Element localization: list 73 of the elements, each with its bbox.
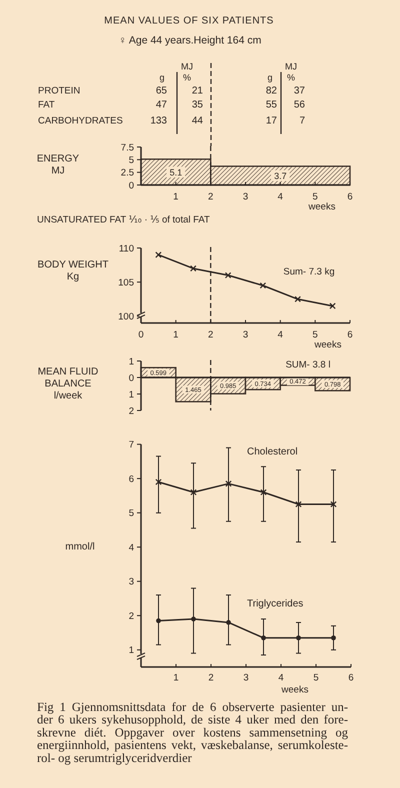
data-label: 35 bbox=[192, 99, 204, 110]
data-label: 5.1 bbox=[170, 167, 182, 178]
data-label: 56 bbox=[294, 99, 306, 110]
y-tick-label: 1 bbox=[128, 645, 134, 656]
series-label: Triglycerides bbox=[247, 598, 304, 610]
category-label: FAT bbox=[38, 99, 55, 110]
data-label: 47 bbox=[156, 99, 168, 110]
y-tick-label: 5 bbox=[128, 154, 134, 166]
y-tick-label: 2 bbox=[128, 610, 134, 622]
x-axis-title: weeks bbox=[314, 339, 342, 350]
text: MJ % bbox=[285, 62, 297, 83]
x-tick-label: 2 bbox=[208, 329, 214, 340]
y-tick-label: 110 bbox=[118, 243, 134, 254]
y-tick-label: 2 bbox=[128, 406, 134, 417]
y-tick-label: 5 bbox=[128, 508, 134, 520]
y-tick-label: 0 bbox=[128, 180, 134, 192]
y-axis-title: BODY WEIGHT Kg bbox=[38, 260, 108, 282]
x-tick-label: 3 bbox=[242, 191, 248, 202]
caption: Fig 1 Gjennomsnittsdata for de 6 observerte pasienter un- der 6 ukers sykehusopphold, de siste 4 uker med den fore- skrevne diét. Oppgaver over kostens sammensetning og energiinnhold, pasientens vekt, væskebalanse, serumkoleste- rol- og serumtriglyceridverdier bbox=[37, 700, 349, 765]
data-label: 37 bbox=[294, 85, 306, 96]
x-axis-title: weeks bbox=[280, 684, 309, 696]
x-tick-label: 1 bbox=[173, 329, 178, 340]
y-tick-label: 6 bbox=[128, 474, 134, 485]
x-tick-label: 3 bbox=[242, 329, 248, 340]
x-tick-label: 1 bbox=[173, 191, 178, 202]
y-axis-title: MEAN FLUID BALANCE l/week bbox=[38, 366, 98, 402]
text: MJ % bbox=[181, 62, 193, 83]
y-tick-label: 3 bbox=[128, 576, 134, 588]
x-axis-title: weeks bbox=[308, 201, 336, 212]
data-label: 133 bbox=[150, 115, 168, 126]
x-tick-label: 5 bbox=[312, 191, 318, 202]
text: g bbox=[267, 72, 273, 83]
text: g bbox=[159, 72, 165, 83]
data-label: 55 bbox=[266, 99, 278, 110]
category-label: CARBOHYDRATES bbox=[38, 115, 123, 126]
data-label: 21 bbox=[192, 85, 204, 96]
x-tick-label: 2 bbox=[208, 191, 214, 202]
y-tick-label: 1 bbox=[128, 356, 134, 368]
annotation: Sum- 7.3 kg bbox=[283, 266, 335, 278]
data-label: 3.7 bbox=[274, 170, 287, 181]
data-label: 65 bbox=[156, 85, 168, 96]
y-tick-label: 2.5 bbox=[120, 168, 134, 179]
y-tick-label: 7 bbox=[128, 440, 134, 451]
y-tick-label: 105 bbox=[118, 277, 134, 288]
text: MEAN VALUES OF SIX PATIENTS bbox=[104, 16, 274, 27]
x-tick-label: 6 bbox=[347, 191, 353, 202]
x-tick-label: 4 bbox=[278, 672, 284, 684]
x-tick-label: 5 bbox=[313, 672, 319, 684]
text: ♀ Age 44 years.Height 164 cm bbox=[118, 34, 262, 47]
x-tick-label: 2 bbox=[208, 672, 214, 684]
data-label: 82 bbox=[266, 85, 278, 96]
x-tick-label: 5 bbox=[312, 329, 318, 340]
data-label: 17 bbox=[266, 115, 278, 126]
y-tick-label: 7.5 bbox=[120, 142, 134, 154]
y-tick-label: 100 bbox=[118, 311, 134, 322]
x-tick-label: 3 bbox=[243, 672, 249, 684]
category-label: PROTEIN bbox=[38, 85, 80, 96]
x-tick-label: 4 bbox=[278, 329, 283, 340]
text: UNSATURATED FAT ⅒ · ⅕ of total FAT bbox=[37, 214, 210, 226]
y-tick-label: 4 bbox=[128, 542, 134, 554]
text: Cholesterol bbox=[247, 446, 298, 458]
x-tick-label: 6 bbox=[348, 672, 354, 684]
data-label: 7 bbox=[299, 115, 306, 126]
annotation: SUM- 3.8 l bbox=[286, 359, 330, 370]
x-tick-label: 0 bbox=[138, 329, 144, 340]
y-tick-label: 0 bbox=[128, 372, 134, 384]
x-tick-label: 4 bbox=[278, 191, 283, 202]
x-tick-label: 1 bbox=[173, 672, 179, 684]
data-label: 44 bbox=[192, 115, 204, 126]
y-axis-title: mmol/l bbox=[65, 542, 95, 552]
y-axis-title: ENERGY MJ bbox=[36, 154, 80, 176]
y-tick-label: 1 bbox=[128, 389, 134, 400]
x-tick-label: 6 bbox=[347, 329, 353, 340]
